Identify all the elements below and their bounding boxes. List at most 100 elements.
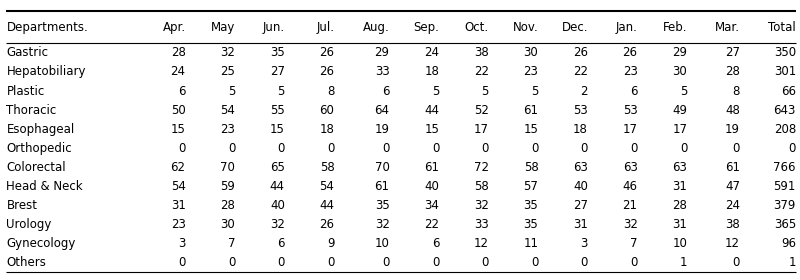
Text: 26: 26 <box>622 46 638 59</box>
Text: 379: 379 <box>774 199 796 212</box>
Text: 54: 54 <box>319 180 334 193</box>
Text: Esophageal: Esophageal <box>6 123 74 136</box>
Text: 27: 27 <box>573 199 588 212</box>
Text: 0: 0 <box>531 256 538 269</box>
Text: 12: 12 <box>474 237 489 250</box>
Text: 350: 350 <box>774 46 796 59</box>
Text: Apr.: Apr. <box>162 21 186 34</box>
Text: Colorectal: Colorectal <box>6 161 66 174</box>
Text: 0: 0 <box>278 256 285 269</box>
Text: 25: 25 <box>220 66 235 78</box>
Text: 61: 61 <box>523 104 538 116</box>
Text: 32: 32 <box>374 218 390 231</box>
Text: Total: Total <box>768 21 796 34</box>
Text: 54: 54 <box>220 104 235 116</box>
Text: 15: 15 <box>170 123 186 136</box>
Text: 17: 17 <box>474 123 489 136</box>
Text: 35: 35 <box>524 199 538 212</box>
Text: 62: 62 <box>170 161 186 174</box>
Text: 0: 0 <box>581 256 588 269</box>
Text: 47: 47 <box>725 180 740 193</box>
Text: 70: 70 <box>220 161 235 174</box>
Text: 63: 63 <box>573 161 588 174</box>
Text: 63: 63 <box>672 161 687 174</box>
Text: 64: 64 <box>374 104 390 116</box>
Text: Thoracic: Thoracic <box>6 104 57 116</box>
Text: 27: 27 <box>270 66 285 78</box>
Text: May: May <box>211 21 235 34</box>
Text: 49: 49 <box>672 104 687 116</box>
Text: 28: 28 <box>220 199 235 212</box>
Text: 53: 53 <box>574 104 588 116</box>
Text: 5: 5 <box>680 85 687 97</box>
Text: Gastric: Gastric <box>6 46 48 59</box>
Text: 40: 40 <box>424 180 439 193</box>
Text: 6: 6 <box>178 85 186 97</box>
Text: 60: 60 <box>319 104 334 116</box>
Text: 0: 0 <box>630 256 638 269</box>
Text: Mar.: Mar. <box>715 21 740 34</box>
Text: 0: 0 <box>733 256 740 269</box>
Text: 6: 6 <box>630 85 638 97</box>
Text: 17: 17 <box>622 123 638 136</box>
Text: 26: 26 <box>319 46 334 59</box>
Text: 61: 61 <box>374 180 390 193</box>
Text: Head & Neck: Head & Neck <box>6 180 83 193</box>
Text: Departments.: Departments. <box>6 21 88 34</box>
Text: 5: 5 <box>278 85 285 97</box>
Text: 3: 3 <box>178 237 186 250</box>
Text: 18: 18 <box>424 66 439 78</box>
Text: 24: 24 <box>424 46 439 59</box>
Text: 6: 6 <box>382 85 390 97</box>
Text: 40: 40 <box>573 180 588 193</box>
Text: 29: 29 <box>374 46 390 59</box>
Text: 12: 12 <box>725 237 740 250</box>
Text: 38: 38 <box>474 46 489 59</box>
Text: 591: 591 <box>774 180 796 193</box>
Text: 643: 643 <box>774 104 796 116</box>
Text: 44: 44 <box>270 180 285 193</box>
Text: 65: 65 <box>270 161 285 174</box>
Text: 28: 28 <box>725 66 740 78</box>
Text: 5: 5 <box>531 85 538 97</box>
Text: 0: 0 <box>278 142 285 155</box>
Text: 34: 34 <box>424 199 439 212</box>
Text: Aug.: Aug. <box>363 21 390 34</box>
Text: Jan.: Jan. <box>616 21 638 34</box>
Text: 8: 8 <box>733 85 740 97</box>
Text: 72: 72 <box>474 161 489 174</box>
Text: 5: 5 <box>432 85 439 97</box>
Text: 0: 0 <box>680 142 687 155</box>
Text: 66: 66 <box>781 85 796 97</box>
Text: 32: 32 <box>474 199 489 212</box>
Text: 35: 35 <box>524 218 538 231</box>
Text: 17: 17 <box>672 123 687 136</box>
Text: 23: 23 <box>220 123 235 136</box>
Text: 96: 96 <box>781 237 796 250</box>
Text: 55: 55 <box>270 104 285 116</box>
Text: 15: 15 <box>424 123 439 136</box>
Text: 63: 63 <box>622 161 638 174</box>
Text: Jun.: Jun. <box>262 21 285 34</box>
Text: 0: 0 <box>228 142 235 155</box>
Text: 59: 59 <box>220 180 235 193</box>
Text: 30: 30 <box>221 218 235 231</box>
Text: 38: 38 <box>726 218 740 231</box>
Text: 0: 0 <box>432 142 439 155</box>
Text: 22: 22 <box>474 66 489 78</box>
Text: Nov.: Nov. <box>513 21 538 34</box>
Text: 5: 5 <box>228 85 235 97</box>
Text: Brest: Brest <box>6 199 38 212</box>
Text: 0: 0 <box>178 142 186 155</box>
Text: 11: 11 <box>523 237 538 250</box>
Text: 208: 208 <box>774 123 796 136</box>
Text: 2: 2 <box>581 85 588 97</box>
Text: 22: 22 <box>424 218 439 231</box>
Text: 58: 58 <box>320 161 334 174</box>
Text: 61: 61 <box>424 161 439 174</box>
Text: 5: 5 <box>482 85 489 97</box>
Text: 35: 35 <box>375 199 390 212</box>
Text: 0: 0 <box>382 142 390 155</box>
Text: 3: 3 <box>581 237 588 250</box>
Text: 24: 24 <box>170 66 186 78</box>
